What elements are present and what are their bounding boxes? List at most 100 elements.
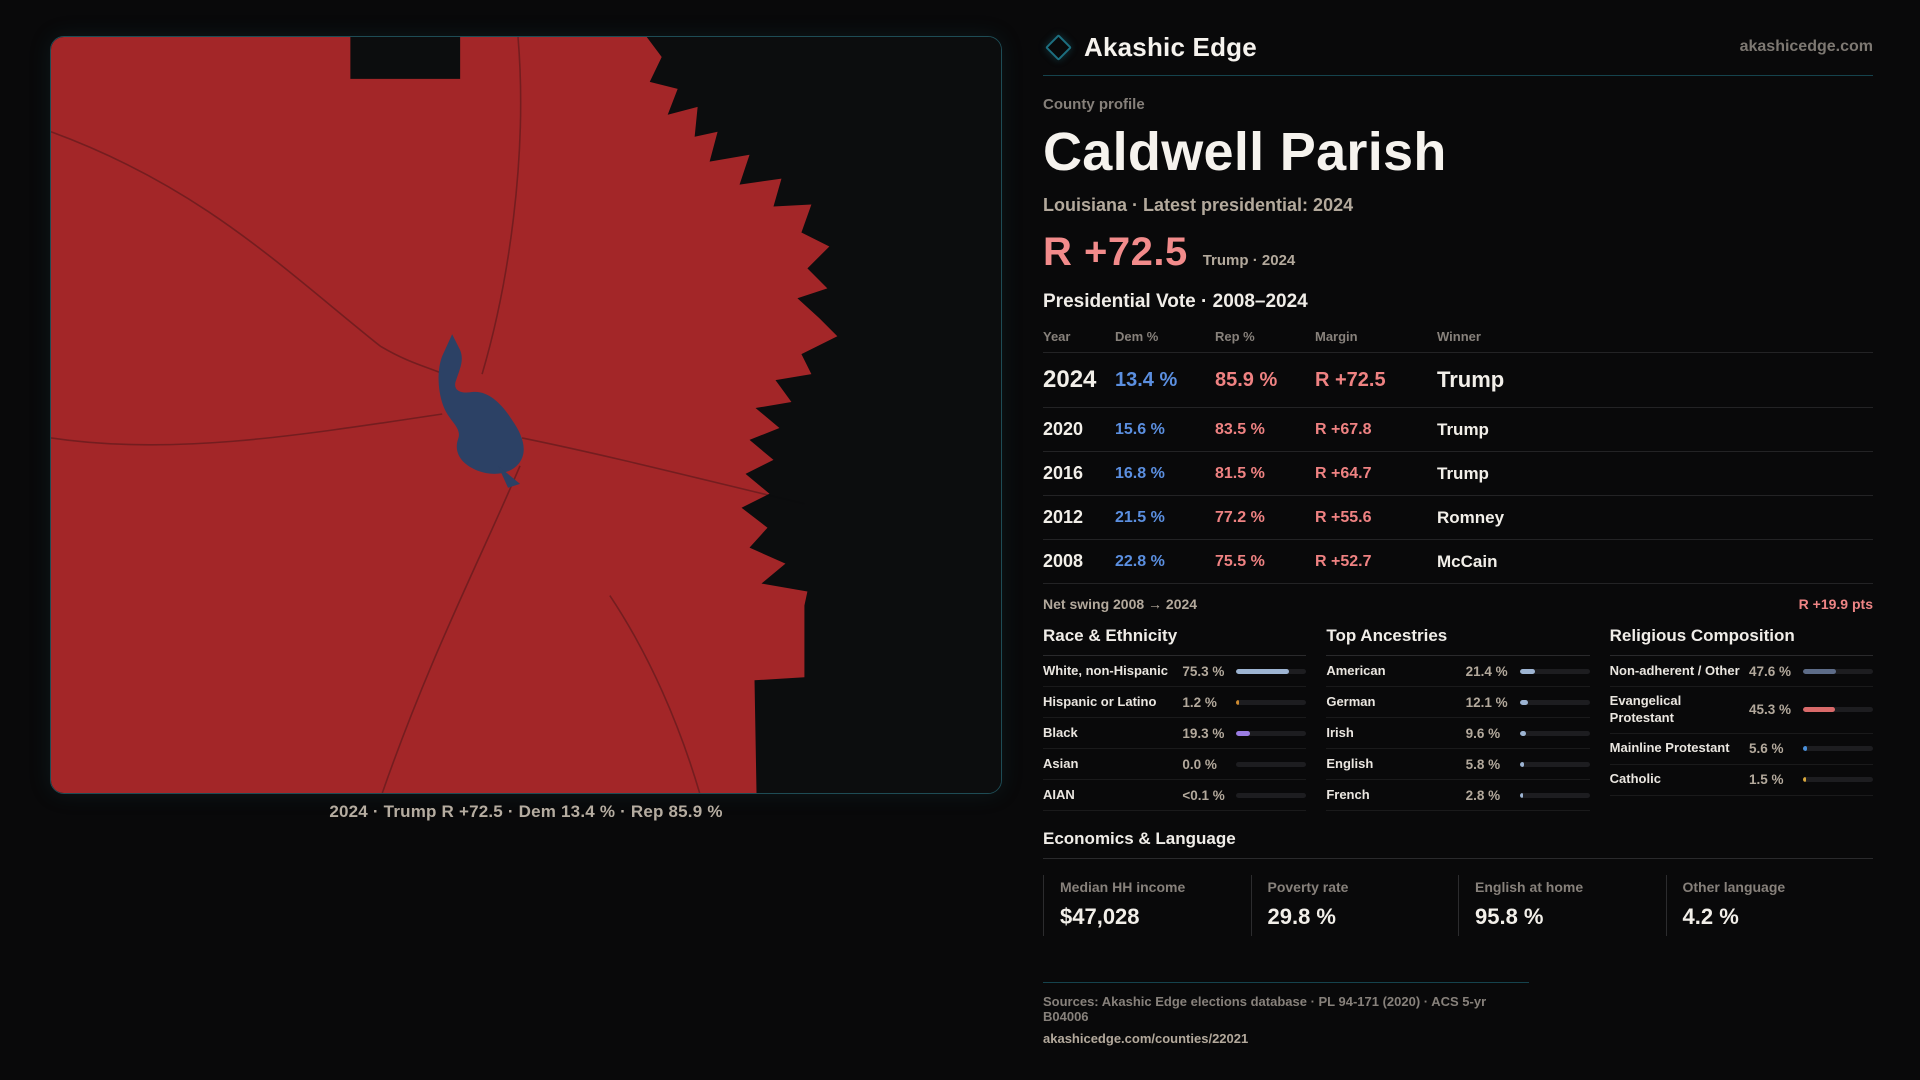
stat-row: French 2.8 %: [1326, 780, 1590, 811]
stat-bar-fill: [1803, 777, 1806, 783]
county-shape[interactable]: [51, 37, 838, 793]
vote-table-header: Year Dem % Rep % Margin Winner: [1043, 321, 1873, 353]
stat-bar: [1519, 761, 1590, 767]
stat-value: 29.8 %: [1267, 904, 1337, 929]
economics-stat: Median HH income $47,028: [1043, 875, 1251, 936]
county-map-panel: [50, 36, 1002, 794]
stat-bar: [1236, 730, 1307, 736]
column-header: Rep %: [1215, 329, 1255, 344]
stat-row: Non-adherent / Other 47.6 %: [1609, 656, 1873, 687]
stat-bar-fill: [1519, 792, 1523, 798]
stat-value: 1.5 %: [1749, 772, 1784, 788]
cell-year: 2024: [1043, 366, 1097, 393]
vote-table-title: Presidential Vote · 2008–2024: [1043, 291, 1308, 312]
demographics-grid: Race & Ethnicity White, non-Hispanic 75.3 …: [1043, 626, 1873, 811]
stat-bar-fill: [1236, 730, 1250, 736]
stat-bar: [1236, 668, 1307, 674]
stat-row: Evangelical Protestant 45.3 %: [1609, 687, 1873, 734]
section-title: Race & Ethnicity: [1043, 626, 1307, 656]
economics-stats-row: Median HH income $47,028 Poverty rate 29.8 …: [1043, 875, 1873, 936]
headline-margin-note: Trump · 2024: [1202, 252, 1296, 269]
section-title: Top Ancestries: [1326, 626, 1590, 656]
cell-margin: R +52.7: [1315, 552, 1372, 570]
stat-row: AIAN <0.1 %: [1043, 780, 1307, 811]
stat-label: English: [1326, 755, 1374, 771]
headline-margin-block: R +72.5 Trump · 2024: [1043, 230, 1873, 275]
stat-label: White, non-Hispanic: [1043, 662, 1168, 678]
stat-value: 95.8 %: [1475, 904, 1544, 929]
brand-logo-diamond-icon: [1045, 33, 1072, 61]
demographics-section-religion: Religious Composition Non-adherent / Othe…: [1609, 626, 1873, 811]
economics-stat: Poverty rate 29.8 %: [1250, 875, 1459, 936]
stat-bar: [1519, 699, 1590, 705]
cell-winner: Romney: [1437, 507, 1505, 527]
cell-year: 2012: [1043, 507, 1084, 527]
header-divider: [1043, 75, 1873, 76]
stat-row: English 5.8 %: [1326, 749, 1590, 780]
section-title: Religious Composition: [1609, 626, 1873, 656]
brand-domain-link[interactable]: akashicedge.com: [1739, 38, 1873, 55]
stat-bar: [1803, 707, 1873, 713]
cell-margin: R +64.7: [1315, 464, 1372, 482]
stat-label: Mainline Protestant: [1609, 740, 1730, 756]
cell-dem-pct: 13.4 %: [1115, 368, 1178, 391]
cell-dem-pct: 22.8 %: [1115, 552, 1165, 570]
stat-value: 1.2 %: [1182, 694, 1217, 710]
lake-outflow: [498, 465, 521, 488]
stat-value: 12.1 %: [1465, 694, 1508, 710]
stat-label: Asian: [1043, 755, 1079, 771]
cell-year: 2020: [1043, 419, 1084, 439]
demographics-section-race: Race & Ethnicity White, non-Hispanic 75.3 …: [1043, 626, 1307, 811]
stat-label: Catholic: [1609, 771, 1661, 787]
cell-rep-pct: 75.5 %: [1215, 552, 1265, 570]
kicker-label: County profile: [1043, 96, 1145, 113]
stat-row: White, non-Hispanic 75.3 %: [1043, 656, 1307, 687]
stat-label: Hispanic or Latino: [1043, 693, 1157, 709]
page-title: Caldwell Parish: [1043, 122, 1447, 182]
permalink-link[interactable]: akashicedge.com/counties/22021: [1043, 1031, 1249, 1046]
cell-rep-pct: 85.9 %: [1215, 368, 1278, 391]
stat-label: American: [1326, 662, 1386, 678]
profile-panel: Akashic Edge akashicedge.com County prof…: [1043, 28, 1873, 1046]
stat-bar-fill: [1519, 730, 1527, 736]
stat-label: Evangelical Protestant: [1609, 693, 1682, 725]
net-swing-label: Net swing 2008 → 2024: [1043, 596, 1198, 612]
economics-stat: Other language 4.2 %: [1665, 875, 1874, 936]
sources-text: Sources: Akashic Edge elections database…: [1043, 994, 1487, 1024]
stat-value: 4.2 %: [1682, 904, 1739, 929]
economics-title: Economics & Language: [1043, 829, 1873, 859]
stat-bar-fill: [1803, 746, 1807, 752]
cell-margin: R +55.6: [1315, 508, 1372, 526]
stat-row: American 21.4 %: [1326, 656, 1590, 687]
map-caption: 2024 · Trump R +72.5 · Dem 13.4 % · Rep …: [329, 802, 723, 821]
table-row: 2020 15.6 % 83.5 % R +67.8 Trump: [1043, 408, 1873, 452]
stat-value: 2.8 %: [1465, 787, 1501, 803]
column-header: Year: [1043, 329, 1071, 344]
stat-bar: [1519, 730, 1590, 736]
stat-value: 0.0 %: [1182, 756, 1217, 772]
stat-row: Asian 0.0 %: [1043, 749, 1307, 780]
stat-bar-fill: [1236, 699, 1240, 705]
subtitle: Louisiana · Latest presidential: 2024: [1043, 195, 1354, 215]
stat-bar-fill: [1519, 761, 1524, 767]
stat-label: Poverty rate: [1267, 879, 1349, 895]
table-row: 2016 16.8 % 81.5 % R +64.7 Trump: [1043, 452, 1873, 496]
stat-row: Hispanic or Latino 1.2 %: [1043, 687, 1307, 718]
footer: Sources: Akashic Edge elections database…: [1043, 982, 1529, 1046]
headline-margin-value: R +72.5: [1043, 230, 1188, 274]
stat-bar: [1519, 668, 1590, 674]
stat-value: <0.1 %: [1182, 787, 1225, 803]
stat-row: German 12.1 %: [1326, 687, 1590, 718]
net-swing-value: R +19.9 pts: [1798, 596, 1873, 612]
cell-rep-pct: 81.5 %: [1215, 464, 1265, 482]
column-header: Dem %: [1115, 329, 1159, 344]
county-map[interactable]: [51, 37, 1001, 793]
stat-value: 21.4 %: [1465, 663, 1508, 679]
table-row: 2012 21.5 % 77.2 % R +55.6 Romney: [1043, 496, 1873, 540]
brand-name: Akashic Edge: [1084, 31, 1257, 62]
stat-row: Irish 9.6 %: [1326, 718, 1590, 749]
cell-dem-pct: 16.8 %: [1115, 464, 1165, 482]
cell-year: 2008: [1043, 551, 1084, 571]
stat-bar: [1519, 792, 1590, 798]
